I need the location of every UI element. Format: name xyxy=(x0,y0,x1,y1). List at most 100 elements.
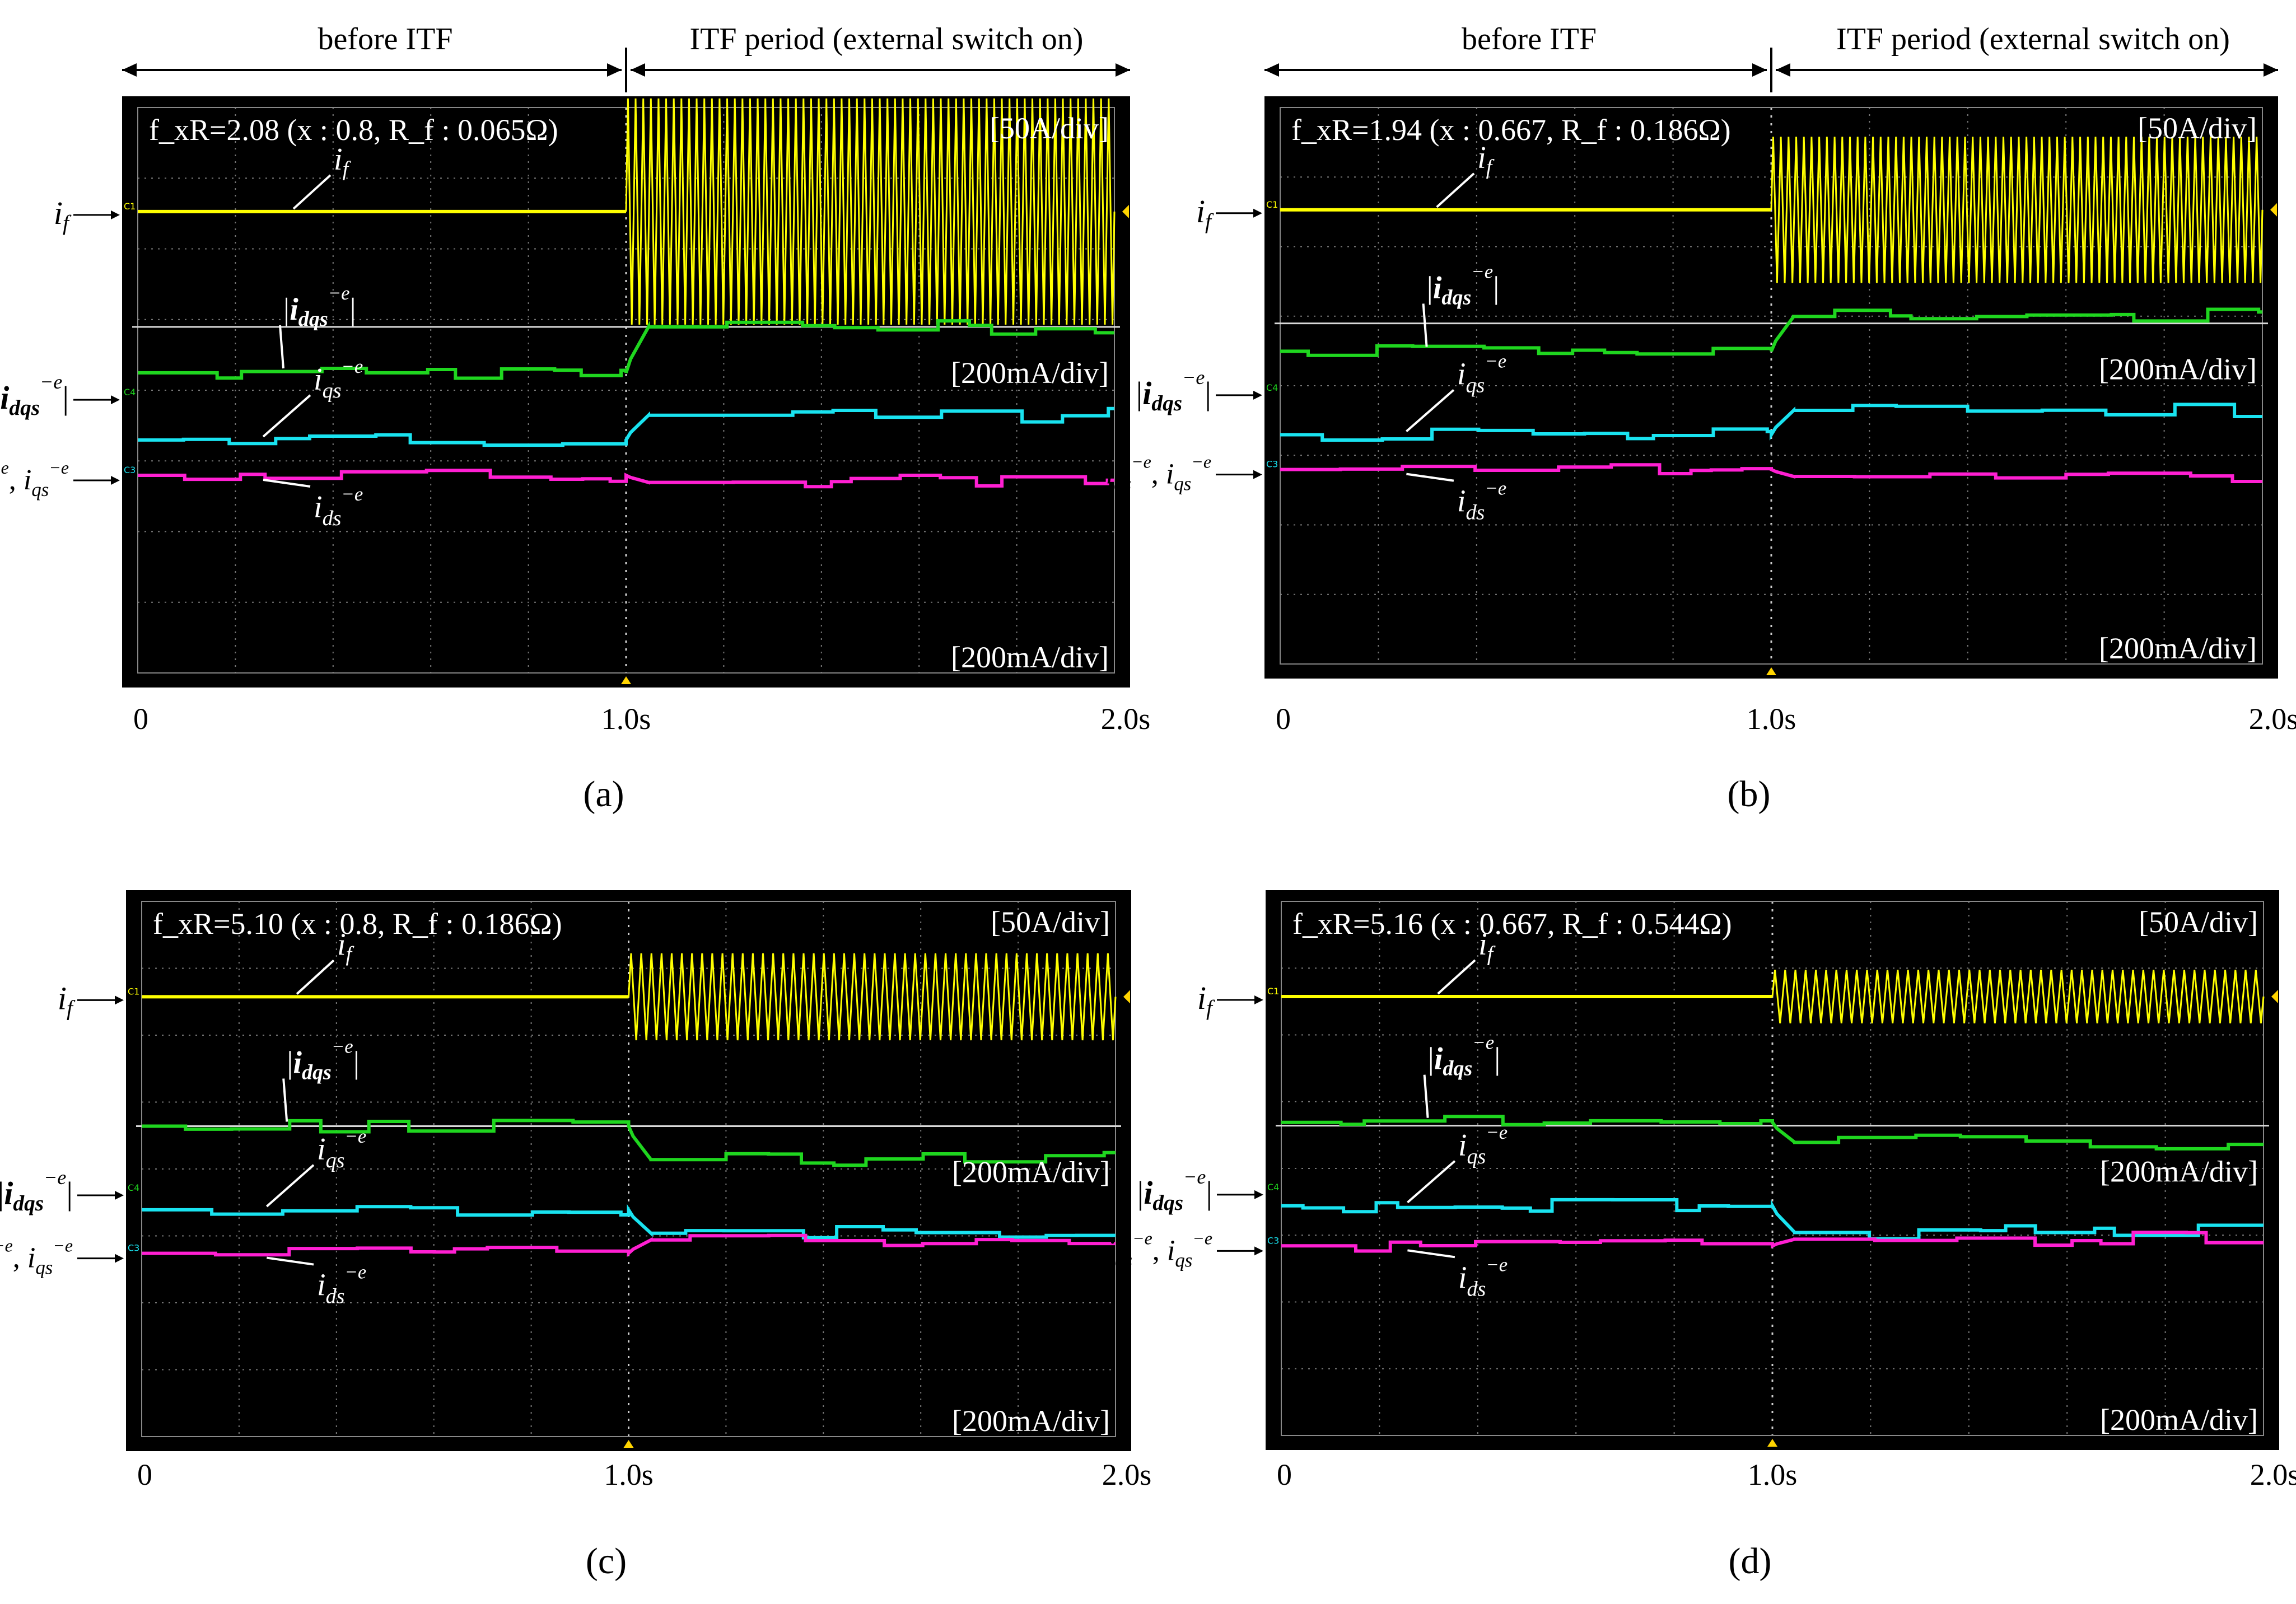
trace-i-ds xyxy=(1281,1231,2264,1253)
trace-i-f-oscillation xyxy=(625,98,1116,325)
left-label-i-dqs: |idqs−e| xyxy=(0,1166,73,1215)
x-tick-label: 2.0s xyxy=(1102,1458,1152,1491)
left-label-i-dqs: |idqs−e| xyxy=(1136,366,1211,415)
panel-d: [50A/div] [200mA/div] [200mA/div] f_xR=5.16… xyxy=(1107,890,2296,1582)
scale-middle: [200mA/div] xyxy=(952,1156,1110,1189)
left-label-left-bottom: ids−e, iqs−e xyxy=(0,458,69,501)
channel-marker: C1 xyxy=(128,986,139,997)
annotation-i-dqs: |idqs−e| xyxy=(1428,1032,1501,1081)
x-tick-label: 0 xyxy=(1277,1458,1292,1491)
trace-i-qs xyxy=(1281,1198,2264,1241)
arrow-head-right-icon xyxy=(2264,63,2278,77)
annotation-pointer xyxy=(1407,1249,1455,1259)
level-marker-icon xyxy=(2271,990,2278,1003)
panel-title: f_xR=1.94 (x : 0.667, R_f : 0.186Ω) xyxy=(1291,113,1731,147)
itf-period-label: ITF period (external switch on) xyxy=(1836,22,2230,57)
scale-middle: [200mA/div] xyxy=(951,356,1109,390)
arrow-head-left-icon xyxy=(1776,63,1790,77)
arrow-head-right-icon xyxy=(1116,63,1130,77)
annotation-i-ds: ids−e xyxy=(1457,478,1506,525)
arrow-head-icon xyxy=(1253,390,1262,400)
annotation-i-ds: ids−e xyxy=(314,483,363,530)
annotation-i-qs: iqs−e xyxy=(317,1125,366,1172)
panel-caption: (b) xyxy=(1728,774,1771,815)
annotation-pointer xyxy=(1436,172,1475,208)
channel-marker: C1 xyxy=(124,201,136,212)
scale-bottom: [200mA/div] xyxy=(2099,632,2257,665)
annotation-pointer xyxy=(282,1078,288,1122)
scale-bottom: [200mA/div] xyxy=(951,640,1109,674)
x-tick-label: 1.0s xyxy=(601,702,651,736)
panel-a: before ITF ITF period (external switch on… xyxy=(0,22,1150,815)
x-tick-label: 1.0s xyxy=(1747,702,1796,736)
channel-marker: C3 xyxy=(128,1243,139,1254)
annotation-pointer xyxy=(1406,389,1455,432)
grid-border xyxy=(1281,901,2264,1436)
level-marker-icon xyxy=(1122,204,1129,218)
trace-i-ds xyxy=(138,469,1114,489)
annotation-i-dqs: |idqs−e| xyxy=(287,1036,360,1084)
panel-caption: (c) xyxy=(586,1541,627,1582)
trace-i-dqs xyxy=(1280,307,2262,357)
channel-marker: C1 xyxy=(1267,986,1279,997)
x-tick-label: 0 xyxy=(1276,702,1291,736)
arrow-head-icon xyxy=(1253,208,1262,218)
trace-i-qs xyxy=(142,1204,1116,1240)
annotation-pointer xyxy=(263,479,311,488)
before-itf-label: before ITF xyxy=(1462,22,1597,57)
level-marker-icon xyxy=(1123,990,1130,1004)
trace-i-qs xyxy=(138,406,1114,447)
annotation-i-qs: iqs−e xyxy=(314,356,363,403)
x-tick-label: 2.0s xyxy=(2249,702,2296,736)
grid-border xyxy=(141,901,1116,1437)
arrow-head-icon xyxy=(1254,1246,1263,1256)
annotation-pointer xyxy=(1437,959,1476,995)
itf-period-label: ITF period (external switch on) xyxy=(690,22,1084,57)
annotation-i-qs: iqs−e xyxy=(1458,1121,1508,1168)
channel-marker: C1 xyxy=(1266,199,1278,210)
arrow-head-left-icon xyxy=(122,63,137,77)
annotation-pointer xyxy=(279,325,284,369)
arrow-head-icon xyxy=(115,995,124,1005)
arrow-head-left-icon xyxy=(1264,63,1279,77)
left-label-i-dqs: |idqs−e| xyxy=(1137,1166,1212,1215)
x-tick-label: 0 xyxy=(133,702,148,736)
x-tick-label: 2.0s xyxy=(2250,1458,2296,1491)
panel-c: [50A/div] [200mA/div] [200mA/div] f_xR=5.10… xyxy=(0,890,1151,1582)
grid xyxy=(1280,107,2263,665)
annotation-pointer xyxy=(292,174,332,210)
trace-i-dqs xyxy=(142,1119,1116,1167)
annotation-i-qs: iqs−e xyxy=(1457,350,1506,397)
left-label-i-dqs: |idqs−e| xyxy=(0,371,69,420)
channel-marker: C3 xyxy=(1267,1235,1279,1246)
arrow-head-icon xyxy=(1253,470,1262,479)
trace-i-f-oscillation xyxy=(628,953,1117,1041)
scale-middle: [200mA/div] xyxy=(2099,353,2257,386)
panel-title: f_xR=5.10 (x : 0.8, R_f : 0.186Ω) xyxy=(153,907,562,941)
trigger-marker-icon xyxy=(623,1440,634,1448)
x-tick-label: 2.0s xyxy=(1101,702,1151,736)
before-itf-label: before ITF xyxy=(318,22,452,57)
trigger-marker-icon xyxy=(1767,1439,1777,1447)
trace-i-qs xyxy=(1280,403,2262,442)
annotation-i-dqs: |idqs−e| xyxy=(283,282,356,331)
x-tick-label: 1.0s xyxy=(1748,1458,1798,1491)
annotation-pointer xyxy=(1423,1074,1429,1118)
trigger-marker-icon xyxy=(621,676,631,684)
scale-top: [50A/div] xyxy=(2138,111,2257,145)
annotation-pointer xyxy=(296,959,335,995)
annotation-pointer xyxy=(1422,303,1428,347)
trace-i-dqs xyxy=(138,319,1114,380)
annotation-pointer xyxy=(265,1164,315,1208)
trigger-marker-icon xyxy=(1766,667,1776,675)
trace-i-ds xyxy=(1280,463,2262,483)
annotation-i-ds: ids−e xyxy=(1458,1254,1508,1301)
annotation-i-dqs: |idqs−e| xyxy=(1427,260,1500,309)
annotation-pointer xyxy=(262,394,311,438)
arrow-head-icon xyxy=(115,1191,124,1200)
scale-top: [50A/div] xyxy=(990,111,1109,145)
arrow-head-icon xyxy=(111,210,120,219)
annotation-pointer xyxy=(1406,473,1454,482)
channel-marker: C3 xyxy=(1266,459,1278,470)
channel-marker: C4 xyxy=(1267,1182,1279,1193)
